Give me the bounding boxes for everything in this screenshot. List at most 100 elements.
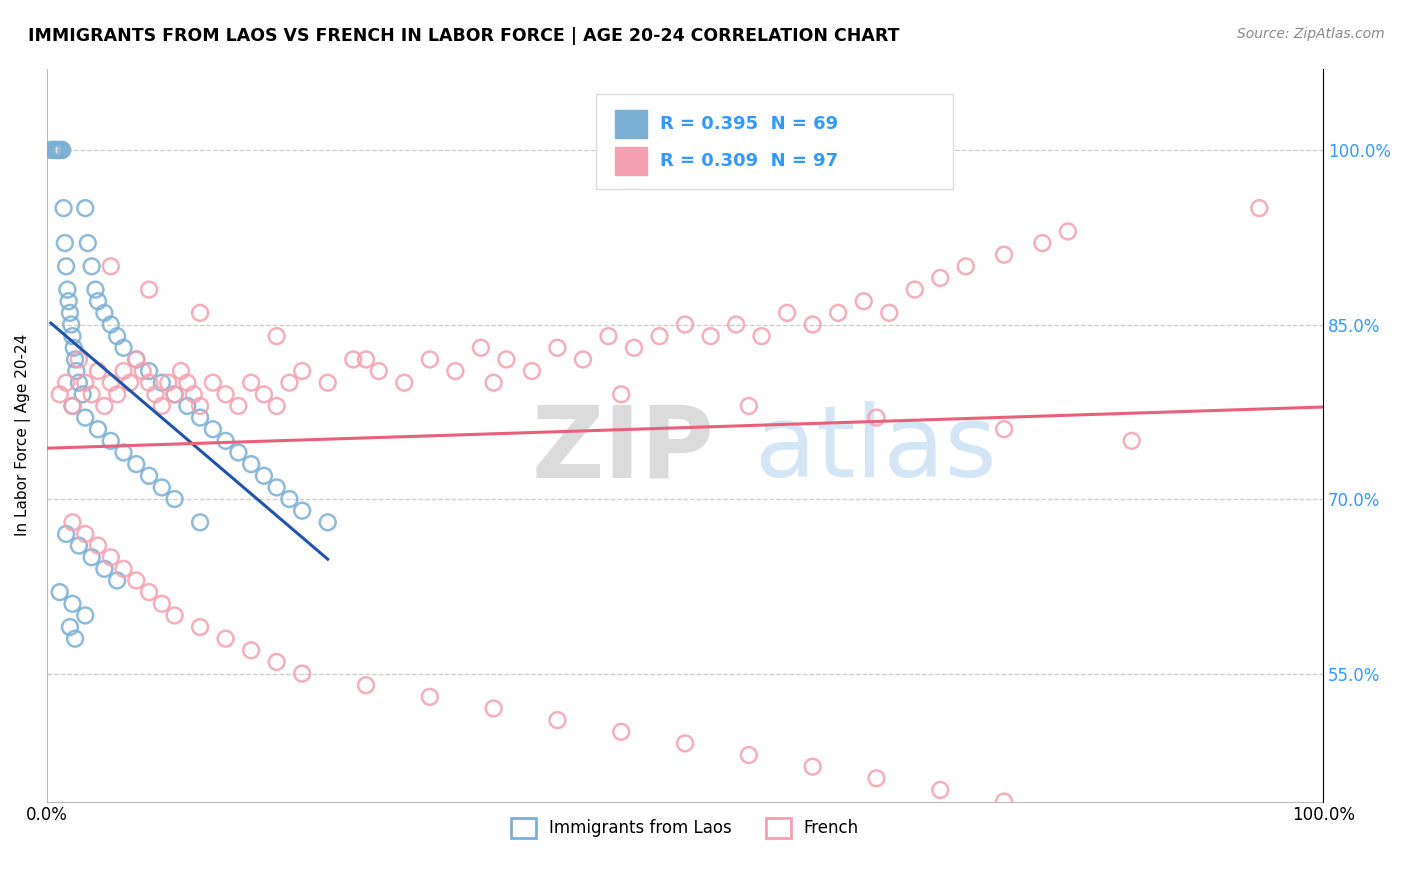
Point: [112, 341, 135, 355]
Legend: Immigrants from Laos, French: Immigrants from Laos, French: [505, 811, 866, 845]
Point: [56, 283, 79, 297]
Point: [188, 620, 211, 634]
Point: [67, 539, 90, 553]
Point: [100, 434, 122, 448]
Point: [55, 376, 77, 390]
Point: [852, 294, 875, 309]
Point: [59, 620, 82, 634]
Point: [39, 143, 62, 157]
Point: [63, 632, 86, 646]
Point: [738, 747, 761, 762]
Point: [76, 235, 98, 250]
Point: [62, 399, 84, 413]
Point: [266, 655, 288, 669]
Point: [150, 597, 173, 611]
Point: [482, 701, 505, 715]
Point: [67, 352, 90, 367]
Point: [62, 597, 84, 611]
Point: [75, 608, 97, 623]
Point: [354, 352, 377, 367]
Text: IMMIGRANTS FROM LAOS VS FRENCH IN LABOR FORCE | AGE 20-24 CORRELATION CHART: IMMIGRANTS FROM LAOS VS FRENCH IN LABOR …: [28, 27, 900, 45]
Point: [188, 516, 211, 530]
Point: [214, 387, 236, 401]
Point: [60, 318, 83, 332]
Point: [62, 341, 84, 355]
FancyBboxPatch shape: [596, 95, 953, 189]
Point: [520, 364, 543, 378]
Point: [470, 341, 492, 355]
Point: [648, 329, 671, 343]
Point: [163, 387, 186, 401]
Point: [623, 341, 645, 355]
Point: [1121, 434, 1143, 448]
Point: [1249, 201, 1271, 215]
Point: [228, 399, 250, 413]
Point: [598, 329, 620, 343]
Bar: [614, 111, 647, 138]
Point: [394, 376, 416, 390]
Point: [46, 143, 69, 157]
Point: [51, 143, 73, 157]
Point: [354, 678, 377, 692]
Point: [138, 585, 160, 599]
Point: [188, 306, 211, 320]
Point: [546, 713, 568, 727]
Point: [53, 235, 76, 250]
Point: [138, 376, 160, 390]
Point: [75, 201, 97, 215]
Point: [105, 574, 128, 588]
Point: [610, 724, 633, 739]
Point: [105, 329, 128, 343]
Point: [45, 143, 67, 157]
Point: [138, 468, 160, 483]
Point: [72, 387, 94, 401]
Point: [87, 539, 110, 553]
Point: [291, 504, 314, 518]
Point: [904, 283, 927, 297]
Point: [100, 318, 122, 332]
Point: [188, 410, 211, 425]
Point: [138, 364, 160, 378]
Point: [150, 480, 173, 494]
Point: [240, 457, 263, 471]
Point: [87, 364, 110, 378]
Point: [367, 364, 389, 378]
Point: [138, 283, 160, 297]
Point: [801, 759, 824, 773]
Point: [80, 260, 103, 274]
Point: [65, 364, 87, 378]
Point: [751, 329, 773, 343]
Point: [87, 422, 110, 436]
Point: [1031, 235, 1053, 250]
Point: [75, 376, 97, 390]
Point: [201, 422, 224, 436]
Point: [163, 387, 186, 401]
Text: ZIP: ZIP: [531, 401, 714, 499]
Point: [48, 143, 70, 157]
Point: [993, 422, 1015, 436]
Point: [163, 491, 186, 506]
Point: [877, 306, 900, 320]
Point: [278, 491, 301, 506]
Text: atlas: atlas: [755, 401, 997, 499]
Point: [63, 352, 86, 367]
Point: [183, 387, 205, 401]
Point: [929, 271, 952, 285]
Point: [929, 783, 952, 797]
Point: [801, 318, 824, 332]
Point: [112, 364, 135, 378]
Point: [112, 445, 135, 459]
Point: [278, 376, 301, 390]
Point: [131, 364, 153, 378]
Point: [266, 329, 288, 343]
Point: [112, 562, 135, 576]
Y-axis label: In Labor Force | Age 20-24: In Labor Force | Age 20-24: [15, 334, 31, 536]
Point: [84, 283, 107, 297]
Point: [59, 306, 82, 320]
Point: [118, 376, 141, 390]
Text: R = 0.309  N = 97: R = 0.309 N = 97: [659, 152, 838, 169]
Point: [62, 516, 84, 530]
Point: [495, 352, 517, 367]
Point: [342, 352, 364, 367]
Point: [253, 468, 276, 483]
